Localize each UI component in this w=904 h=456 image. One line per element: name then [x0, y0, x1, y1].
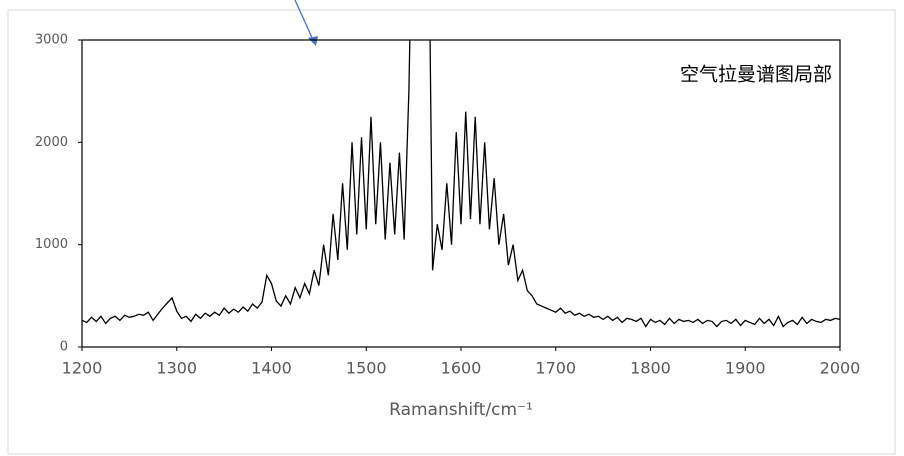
- x-tick-label: 2000: [820, 359, 861, 378]
- data-line: [82, 40, 840, 328]
- x-tick-label: 1300: [156, 359, 197, 378]
- arrow-head: [308, 36, 318, 46]
- x-tick-label: 1700: [535, 359, 576, 378]
- plot-frame: [81, 39, 841, 348]
- x-tick-label: 1800: [630, 359, 671, 378]
- chart-frame: [7, 9, 896, 455]
- arrow: [294, 0, 315, 43]
- x-axis-label: Ramanshift/cm⁻¹: [389, 400, 533, 420]
- x-tick-label: 1400: [251, 359, 292, 378]
- x-tick-label: 1600: [441, 359, 482, 378]
- y-tick-label: 1000: [35, 237, 68, 252]
- y-tick-label: 3000: [35, 33, 68, 48]
- y-tick-label: 2000: [35, 135, 68, 150]
- y-tick-label: 0: [60, 340, 68, 355]
- x-tick-label: 1200: [62, 359, 103, 378]
- chart-title: 空气拉曼谱图局部: [680, 64, 832, 86]
- x-tick-label: 1900: [725, 359, 766, 378]
- x-tick-label: 1500: [346, 359, 387, 378]
